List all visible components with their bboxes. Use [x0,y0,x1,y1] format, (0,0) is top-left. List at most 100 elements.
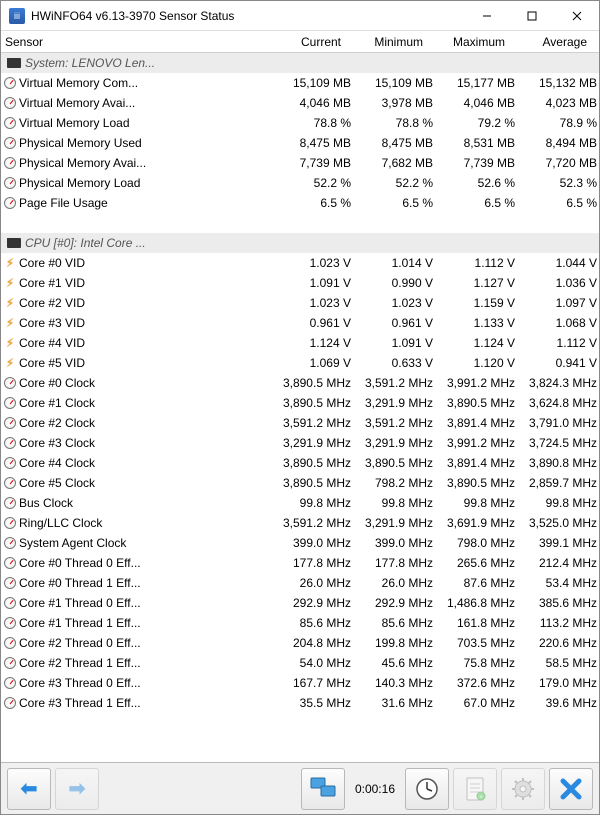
col-average[interactable]: Average [505,35,587,49]
sensor-row[interactable]: Core #3 Thread 1 Eff...35.5 MHz31.6 MHz6… [1,693,599,713]
sensor-row[interactable]: System Agent Clock399.0 MHz399.0 MHz798.… [1,533,599,553]
sensor-row[interactable]: Core #0 Thread 1 Eff...26.0 MHz26.0 MHz8… [1,573,599,593]
sensor-average: 1.044 V [515,256,597,270]
col-sensor[interactable]: Sensor [1,35,259,49]
settings-button[interactable] [501,768,545,810]
gauge-icon [4,77,16,89]
log-button[interactable]: + [453,768,497,810]
sensor-average: 1.036 V [515,276,597,290]
sensor-minimum: 78.8 % [351,116,433,130]
gauge-icon [4,697,16,709]
exit-button[interactable] [549,768,593,810]
sensor-row[interactable]: ⚡︎Core #0 VID1.023 V1.014 V1.112 V1.044 … [1,253,599,273]
sensor-row[interactable]: Core #4 Clock3,890.5 MHz3,890.5 MHz3,891… [1,453,599,473]
sensor-row[interactable]: Core #3 Clock3,291.9 MHz3,291.9 MHz3,991… [1,433,599,453]
sensor-row[interactable]: ⚡︎Core #2 VID1.023 V1.023 V1.159 V1.097 … [1,293,599,313]
sensor-maximum: 1.133 V [433,316,515,330]
sensor-maximum: 1.127 V [433,276,515,290]
sensor-row[interactable]: Virtual Memory Com...15,109 MB15,109 MB1… [1,73,599,93]
sensor-row[interactable]: Core #2 Thread 0 Eff...204.8 MHz199.8 MH… [1,633,599,653]
sensor-minimum: 45.6 MHz [351,656,433,670]
sensor-average: 1.112 V [515,336,597,350]
sensor-row[interactable]: Core #2 Clock3,591.2 MHz3,591.2 MHz3,891… [1,413,599,433]
gauge-icon [4,397,16,409]
minimize-button[interactable] [464,1,509,30]
chip-icon [7,58,21,68]
sensor-name: System Agent Clock [19,536,269,550]
sensor-row[interactable]: Physical Memory Load52.2 %52.2 %52.6 %52… [1,173,599,193]
sensor-maximum: 52.6 % [433,176,515,190]
sensor-name: Core #1 VID [19,276,269,290]
sensor-average: 1.068 V [515,316,597,330]
sensor-name: Core #2 Thread 1 Eff... [19,656,269,670]
bolt-icon: ⚡︎ [6,256,14,270]
sensor-current: 1.091 V [269,276,351,290]
sensor-row[interactable]: ⚡︎Core #5 VID1.069 V0.633 V1.120 V0.941 … [1,353,599,373]
sensor-row[interactable]: Bus Clock99.8 MHz99.8 MHz99.8 MHz99.8 MH… [1,493,599,513]
col-minimum[interactable]: Minimum [341,35,423,49]
sensor-row[interactable]: ⚡︎Core #3 VID0.961 V0.961 V1.133 V1.068 … [1,313,599,333]
sensor-minimum: 3,978 MB [351,96,433,110]
sensor-row[interactable]: Core #1 Thread 0 Eff...292.9 MHz292.9 MH… [1,593,599,613]
sensor-average: 99.8 MHz [515,496,597,510]
sensor-name: Physical Memory Avai... [19,156,269,170]
window-title: HWiNFO64 v6.13-3970 Sensor Status [31,9,464,23]
sensor-row[interactable]: Virtual Memory Load78.8 %78.8 %79.2 %78.… [1,113,599,133]
sensor-average: 220.6 MHz [515,636,597,650]
sensor-name: Virtual Memory Avai... [19,96,269,110]
sensor-row[interactable]: Core #0 Thread 0 Eff...177.8 MHz177.8 MH… [1,553,599,573]
arrow-left-icon: ⬅︎ [21,776,38,801]
clock-button[interactable] [405,768,449,810]
sensor-maximum: 87.6 MHz [433,576,515,590]
sensor-row[interactable]: Core #1 Clock3,890.5 MHz3,291.9 MHz3,890… [1,393,599,413]
section-header[interactable]: CPU [#0]: Intel Core ... [1,233,599,253]
sensor-name: Core #1 Clock [19,396,269,410]
sensor-row[interactable]: Virtual Memory Avai...4,046 MB3,978 MB4,… [1,93,599,113]
bolt-icon: ⚡︎ [6,296,14,310]
sensor-minimum: 292.9 MHz [351,596,433,610]
close-button[interactable] [554,1,599,30]
sensor-current: 1.023 V [269,256,351,270]
sensor-row[interactable]: Physical Memory Avai...7,739 MB7,682 MB7… [1,153,599,173]
col-maximum[interactable]: Maximum [423,35,505,49]
sensor-current: 0.961 V [269,316,351,330]
sensor-row[interactable]: Core #2 Thread 1 Eff...54.0 MHz45.6 MHz7… [1,653,599,673]
section-header[interactable]: System: LENOVO Len... [1,53,599,73]
sensor-row[interactable]: Core #3 Thread 0 Eff...167.7 MHz140.3 MH… [1,673,599,693]
elapsed-time: 0:00:16 [355,782,395,796]
maximize-button[interactable] [509,1,554,30]
col-current[interactable]: Current [259,35,341,49]
sensor-name: Core #2 Clock [19,416,269,430]
sensor-average: 399.1 MHz [515,536,597,550]
sensor-name: Physical Memory Used [19,136,269,150]
sensor-current: 3,890.5 MHz [269,376,351,390]
sensor-list-scroll[interactable]: System: LENOVO Len...Virtual Memory Com.… [1,53,599,762]
sensor-row[interactable]: Core #0 Clock3,890.5 MHz3,591.2 MHz3,991… [1,373,599,393]
sensor-maximum: 1.120 V [433,356,515,370]
sensor-row[interactable]: Core #5 Clock3,890.5 MHz798.2 MHz3,890.5… [1,473,599,493]
sensor-average: 3,890.8 MHz [515,456,597,470]
sensor-current: 3,591.2 MHz [269,516,351,530]
sensor-current: 204.8 MHz [269,636,351,650]
column-headers[interactable]: Sensor Current Minimum Maximum Average [1,31,599,53]
sensor-current: 3,591.2 MHz [269,416,351,430]
gauge-icon [4,517,16,529]
sensor-minimum: 3,591.2 MHz [351,416,433,430]
sensor-row[interactable]: Core #1 Thread 1 Eff...85.6 MHz85.6 MHz1… [1,613,599,633]
sensor-current: 6.5 % [269,196,351,210]
gauge-icon [4,457,16,469]
sensor-row[interactable]: ⚡︎Core #1 VID1.091 V0.990 V1.127 V1.036 … [1,273,599,293]
titlebar[interactable]: iii HWiNFO64 v6.13-3970 Sensor Status [1,1,599,31]
sensor-row[interactable]: Ring/LLC Clock3,591.2 MHz3,291.9 MHz3,69… [1,513,599,533]
sensor-row[interactable]: Physical Memory Used8,475 MB8,475 MB8,53… [1,133,599,153]
sensor-current: 292.9 MHz [269,596,351,610]
sensor-maximum: 3,890.5 MHz [433,396,515,410]
gauge-icon [4,97,16,109]
remote-button[interactable] [301,768,345,810]
sensor-minimum: 26.0 MHz [351,576,433,590]
sensor-row[interactable]: Page File Usage6.5 %6.5 %6.5 %6.5 % [1,193,599,213]
nav-forward-button[interactable]: ➡︎ [55,768,99,810]
nav-back-button[interactable]: ⬅︎ [7,768,51,810]
sensor-minimum: 0.633 V [351,356,433,370]
sensor-row[interactable]: ⚡︎Core #4 VID1.124 V1.091 V1.124 V1.112 … [1,333,599,353]
